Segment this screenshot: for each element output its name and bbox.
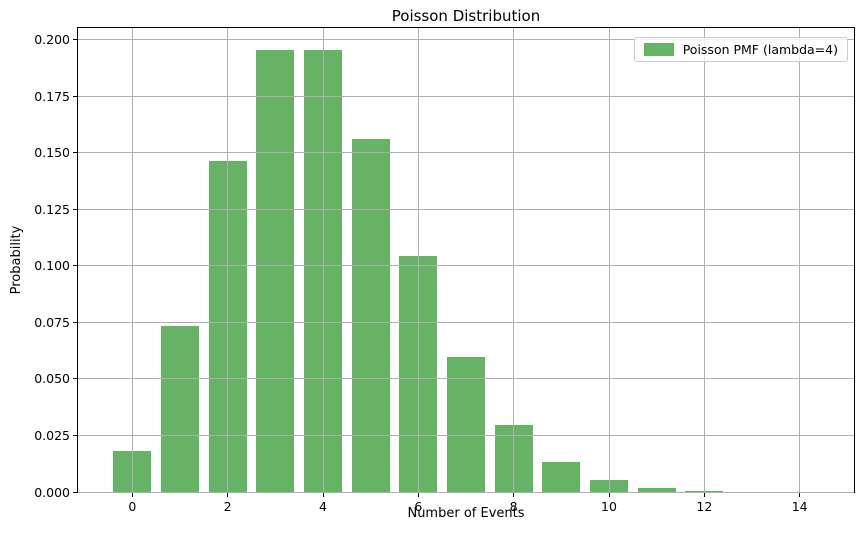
- y-tick-label: 0.100: [34, 258, 70, 274]
- x-tick: [227, 493, 229, 497]
- y-tick-label: 0.200: [34, 32, 70, 48]
- y-tick: [73, 95, 77, 97]
- bar: [160, 326, 200, 492]
- y-tick-label: 0.125: [34, 201, 70, 217]
- x-tick: [703, 493, 705, 497]
- h-gridline: [78, 491, 854, 493]
- h-gridline: [78, 434, 854, 436]
- x-tick-label: 6: [414, 499, 423, 514]
- bar: [351, 138, 390, 492]
- v-gridline: [513, 28, 515, 492]
- v-gridline: [703, 28, 705, 492]
- x-axis-label: Number of Events: [407, 506, 525, 521]
- y-tick-label: 0.050: [34, 371, 70, 387]
- legend-label: Poisson PMF (lambda=4): [682, 42, 838, 57]
- x-tick-label: 0: [128, 499, 137, 514]
- h-gridline: [78, 39, 854, 41]
- legend: Poisson PMF (lambda=4): [633, 37, 848, 62]
- h-gridline: [78, 265, 854, 267]
- x-tick-label: 10: [601, 499, 617, 514]
- v-gridline: [417, 28, 419, 492]
- h-gridline: [78, 95, 854, 97]
- x-tick-label: 8: [509, 499, 518, 514]
- v-gridline: [131, 28, 133, 492]
- x-tick: [322, 493, 324, 497]
- x-tick-label: 2: [223, 499, 232, 514]
- y-tick: [73, 321, 77, 323]
- chart-title: Poisson Distribution: [391, 7, 541, 25]
- x-tick: [513, 493, 515, 497]
- y-tick-label: 0.175: [34, 88, 70, 104]
- y-tick: [73, 265, 77, 267]
- x-tick: [799, 493, 801, 497]
- bar: [542, 462, 581, 492]
- legend-swatch: [643, 43, 674, 56]
- y-tick: [73, 491, 77, 493]
- y-tick-label: 0.150: [34, 145, 70, 161]
- grid-layer: [78, 28, 854, 493]
- y-tick: [73, 208, 77, 210]
- x-tick-label: 14: [791, 499, 808, 514]
- bar: [637, 487, 676, 492]
- bar: [256, 50, 295, 492]
- y-tick: [73, 152, 77, 154]
- x-tick-label: 4: [319, 499, 327, 514]
- y-tick-label: 0.000: [34, 484, 70, 500]
- h-gridline: [78, 152, 854, 154]
- y-tick-label: 0.025: [34, 427, 70, 443]
- h-gridline: [78, 208, 854, 210]
- v-gridline: [799, 28, 801, 492]
- y-tick: [73, 39, 77, 41]
- x-tick: [131, 493, 133, 497]
- y-tick: [73, 378, 77, 380]
- plot-area: Poisson PMF (lambda=4): [77, 27, 855, 493]
- bar: [446, 357, 486, 492]
- x-tick: [608, 493, 610, 497]
- x-tick-label: 12: [696, 499, 713, 514]
- v-gridline: [608, 28, 610, 492]
- y-tick: [73, 434, 77, 436]
- v-gridline: [322, 28, 324, 492]
- h-gridline: [78, 378, 854, 380]
- y-tick-label: 0.075: [34, 314, 70, 330]
- x-tick: [417, 493, 419, 497]
- v-gridline: [227, 28, 229, 492]
- h-gridline: [78, 321, 854, 323]
